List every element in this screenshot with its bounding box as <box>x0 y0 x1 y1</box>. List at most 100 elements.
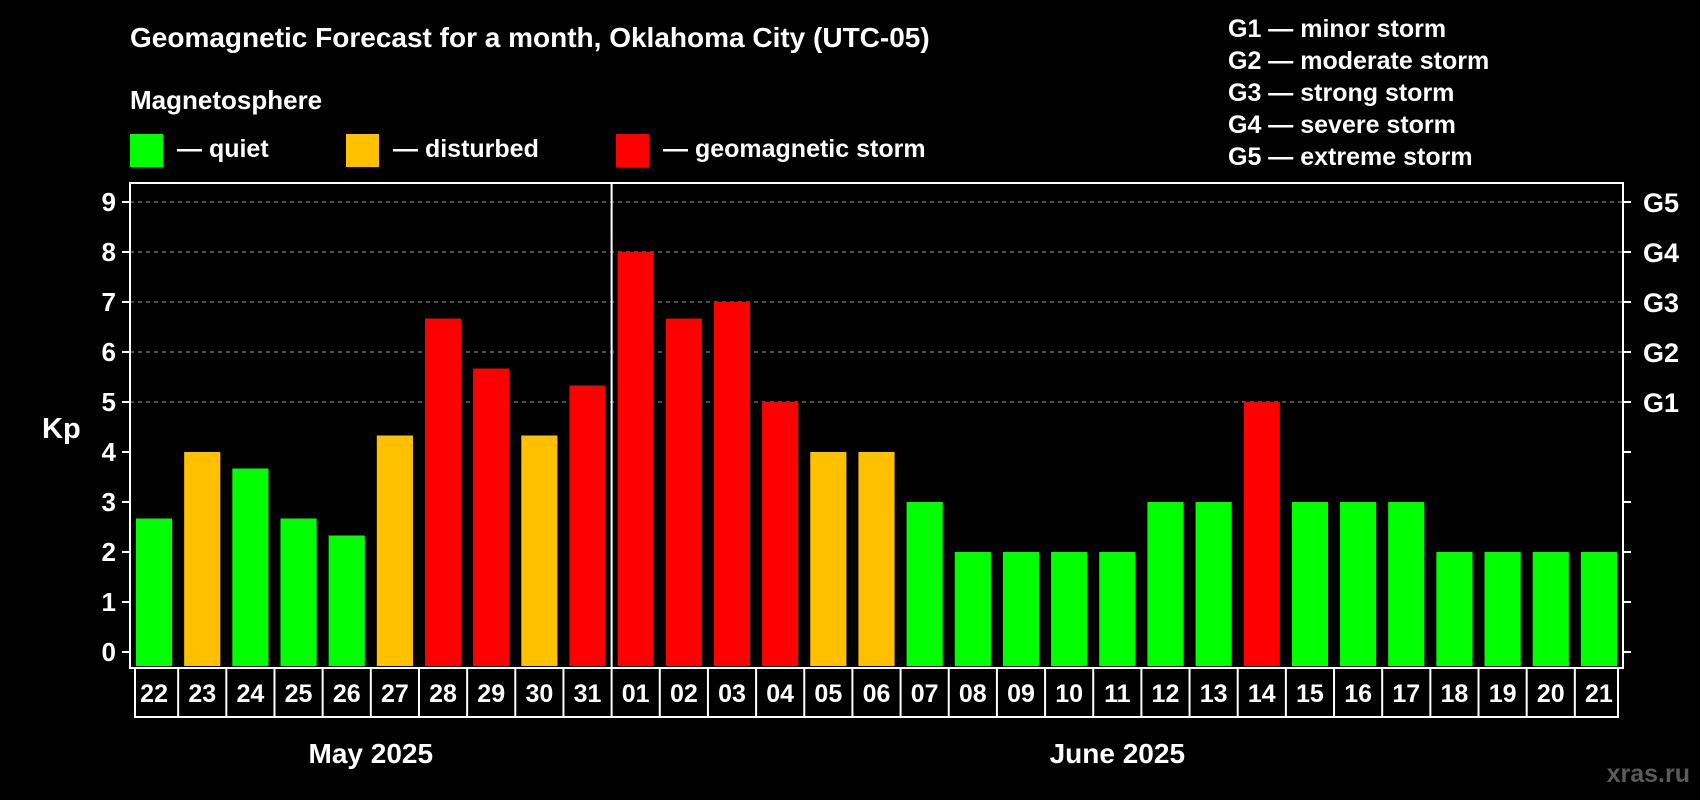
x-tick-label-17-26: 17 <box>1392 680 1420 708</box>
right-label-g3: G3 <box>1643 288 1679 318</box>
legend-swatch-quiet <box>130 134 163 167</box>
scale-legend-g5: G5 — extreme storm <box>1228 143 1473 171</box>
bar-10 <box>1051 552 1088 666</box>
x-tick-label-23-1: 23 <box>188 680 216 708</box>
bar-29 <box>473 368 510 666</box>
date-strip <box>134 667 1619 718</box>
x-tick-label-06-15: 06 <box>863 680 891 708</box>
right-label-g2: G2 <box>1643 338 1679 368</box>
bar-23 <box>184 452 221 666</box>
x-tick-label-09-18: 09 <box>1007 680 1035 708</box>
bar-12 <box>1147 502 1184 666</box>
x-tick-label-02-11: 02 <box>670 680 698 708</box>
x-tick-label-11-20: 11 <box>1104 680 1131 708</box>
x-tick-label-30-8: 30 <box>525 680 553 708</box>
y-tick-label-3: 3 <box>102 487 116 517</box>
x-tick-label-31-9: 31 <box>574 680 602 708</box>
x-tick-label-15-24: 15 <box>1296 680 1324 708</box>
x-tick-label-27-5: 27 <box>381 680 409 708</box>
y-tick-label-9: 9 <box>102 187 116 217</box>
y-tick-label-1: 1 <box>102 587 116 617</box>
right-label-g5: G5 <box>1643 188 1679 218</box>
x-tick-label-16-25: 16 <box>1344 680 1372 708</box>
x-tick-label-28-6: 28 <box>429 680 457 708</box>
scale-legend-g1: G1 — minor storm <box>1228 15 1446 43</box>
bar-09 <box>1002 552 1040 666</box>
bar-03 <box>713 302 751 666</box>
month-label-1: June 2025 <box>1050 738 1185 769</box>
scale-legend-g3: G3 — strong storm <box>1228 79 1454 107</box>
chart-subtitle: Magnetosphere <box>130 85 322 115</box>
bar-31 <box>569 385 606 666</box>
y-tick-label-8: 8 <box>102 237 116 267</box>
x-tick-label-14-23: 14 <box>1248 680 1276 708</box>
bar-06 <box>858 452 895 666</box>
bar-08 <box>954 552 991 666</box>
y-tick-label-6: 6 <box>102 337 116 367</box>
x-tick-label-13-22: 13 <box>1200 680 1228 708</box>
bar-11 <box>1099 552 1136 666</box>
legend-label-quiet: — quiet <box>177 135 269 163</box>
bar-14 <box>1243 402 1280 666</box>
x-tick-label-25-3: 25 <box>285 680 313 708</box>
storm-scale-legend: G1 — minor storm G2 — moderate storm G3 … <box>1228 15 1489 171</box>
grid-lines <box>130 201 1623 403</box>
bar-05 <box>810 452 847 666</box>
bar-13 <box>1195 502 1232 666</box>
x-tick-label-04-13: 04 <box>766 680 794 708</box>
x-tick-label-03-12: 03 <box>718 680 746 708</box>
right-axis: G1 G2 G3 G4 G5 <box>1623 188 1679 653</box>
legend-label-disturbed: — disturbed <box>393 135 539 163</box>
scale-legend-g4: G4 — severe storm <box>1228 111 1456 139</box>
x-tick-label-26-4: 26 <box>333 680 361 708</box>
y-tick-label-7: 7 <box>102 287 116 317</box>
bar-22 <box>136 518 173 666</box>
bar-04 <box>762 402 799 666</box>
x-tick-label-12-21: 12 <box>1152 680 1180 708</box>
x-tick-label-05-14: 05 <box>814 680 842 708</box>
bars <box>136 252 1617 666</box>
legend: — quiet — disturbed — geomagnetic storm <box>130 134 926 167</box>
y-axis: 0 1 2 3 4 5 6 7 8 9 <box>102 187 130 667</box>
legend-swatch-storm <box>616 134 649 167</box>
legend-label-storm: — geomagnetic storm <box>663 135 926 163</box>
legend-swatch-disturbed <box>346 134 379 167</box>
y-tick-label-0: 0 <box>102 637 116 667</box>
x-tick-label-19-28: 19 <box>1489 680 1517 708</box>
y-axis-label: Kp <box>42 413 81 445</box>
x-tick-label-10-19: 10 <box>1055 680 1083 708</box>
bar-18 <box>1436 552 1473 666</box>
x-tick-label-22-0: 22 <box>140 680 168 708</box>
chart-title: Geomagnetic Forecast for a month, Oklaho… <box>130 22 930 53</box>
bar-21 <box>1580 552 1617 666</box>
x-tick-label-24-2: 24 <box>236 680 264 708</box>
bar-25 <box>280 518 317 666</box>
bar-26 <box>328 535 365 666</box>
bar-16 <box>1340 502 1377 666</box>
x-tick-label-18-27: 18 <box>1441 680 1469 708</box>
bar-30 <box>521 435 558 666</box>
watermark: xras.ru <box>1607 760 1690 788</box>
x-tick-label-01-10: 01 <box>622 680 650 708</box>
right-label-g4: G4 <box>1643 238 1679 268</box>
x-tick-label-21-30: 21 <box>1585 680 1613 708</box>
bar-27 <box>376 435 413 666</box>
bar-15 <box>1291 502 1329 666</box>
x-tick-label-08-17: 08 <box>959 680 987 708</box>
bar-24 <box>232 468 269 666</box>
right-label-g1: G1 <box>1643 388 1679 418</box>
scale-legend-g2: G2 — moderate storm <box>1228 47 1489 75</box>
bar-28 <box>424 318 462 666</box>
bar-20 <box>1532 552 1569 666</box>
x-tick-label-07-16: 07 <box>911 680 939 708</box>
bar-17 <box>1388 502 1425 666</box>
month-labels: May 2025 June 2025 <box>309 738 1185 769</box>
bar-07 <box>906 502 943 666</box>
x-axis: 22 23 24 25 26 27 28 29 30 31 01 02 03 04 05 06 07 08 09 10… <box>134 667 1619 718</box>
x-tick-label-20-29: 20 <box>1537 680 1565 708</box>
y-tick-label-4: 4 <box>102 437 117 467</box>
bar-19 <box>1484 552 1521 666</box>
y-tick-label-2: 2 <box>102 537 116 567</box>
x-tick-label-29-7: 29 <box>477 680 505 708</box>
